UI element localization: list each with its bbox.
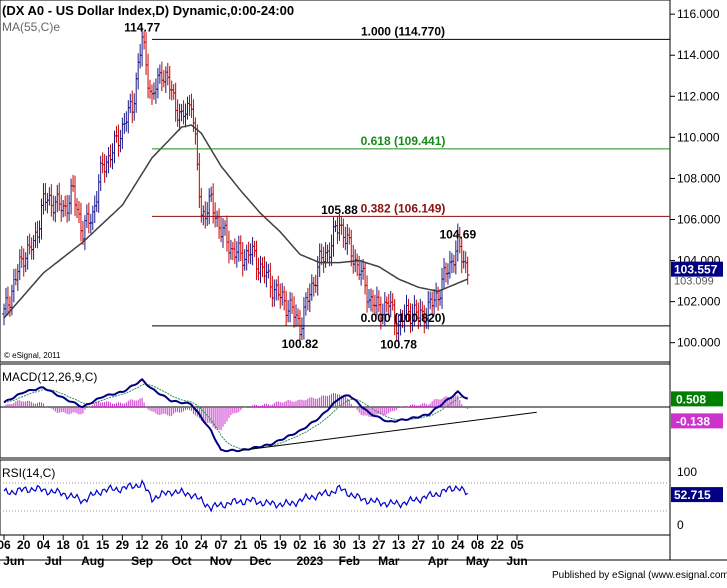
- x-tick-label: 01: [76, 538, 90, 552]
- x-tick-label: 20: [17, 538, 31, 552]
- published-by: Published by eSignal (www.esignal.com): [552, 570, 727, 581]
- x-tick-label: 08: [471, 538, 485, 552]
- signal-value: -0.138: [676, 414, 710, 428]
- price-annotation: 114.77: [124, 20, 160, 34]
- price-tick-label: 108.000: [677, 171, 721, 185]
- x-tick-label: 30: [333, 538, 347, 552]
- x-month-label: May: [466, 554, 490, 568]
- rsi-value: 52.715: [674, 488, 711, 502]
- current-price-value: 103.557: [674, 263, 718, 277]
- rsi-panel: [0, 459, 671, 536]
- x-tick-label: 05: [510, 538, 524, 552]
- ma-value: 103.099: [674, 276, 714, 288]
- x-tick-label: 10: [431, 538, 445, 552]
- x-tick-label: 05: [254, 538, 268, 552]
- price-bar: [465, 256, 470, 285]
- x-month-label: Jul: [45, 554, 62, 568]
- macd-value-box: [671, 391, 723, 407]
- rsi-line: [3, 479, 469, 513]
- rsi-tick-0: 0: [677, 518, 684, 532]
- x-tick-label: 07: [214, 538, 228, 552]
- rsi-value-box: [671, 487, 723, 503]
- rsi-label: RSI(14,C): [2, 466, 55, 480]
- fib-level-label: 0.618 (109.441): [361, 134, 446, 148]
- price-annotation: 100.82: [282, 337, 319, 351]
- x-tick-label: 24: [195, 538, 209, 552]
- macd-label: MACD(12,26,9,C): [2, 370, 97, 384]
- x-tick-label: 27: [372, 538, 386, 552]
- fib-level-label: 0.382 (106.149): [361, 201, 446, 215]
- x-tick-label: 21: [234, 538, 248, 552]
- price-panel: [0, 0, 671, 363]
- x-month-label: Mar: [378, 554, 400, 568]
- x-month-label: Apr: [428, 554, 449, 568]
- x-month-label: Feb: [339, 554, 360, 568]
- macd-value: 0.508: [676, 392, 706, 406]
- rsi-tick-100: 100: [677, 465, 697, 479]
- x-month-label: Oct: [172, 554, 192, 568]
- x-tick-label: 29: [116, 538, 130, 552]
- x-tick-label: 06: [0, 538, 11, 552]
- x-tick-label: 02: [293, 538, 307, 552]
- x-tick-label: 04: [37, 538, 51, 552]
- price-annotation: 104.69: [439, 227, 476, 241]
- x-month-label: Nov: [210, 554, 233, 568]
- x-tick-label: 12: [135, 538, 149, 552]
- x-tick-label: 10: [175, 538, 189, 552]
- axis-layer: 116.000 114.000 112.000 110.000 108.000 106.0…: [0, 7, 723, 568]
- x-month-label: Sep: [131, 554, 153, 568]
- x-tick-label: 15: [96, 538, 110, 552]
- price-annotation: 105.88: [321, 203, 358, 217]
- ma-line: [3, 124, 468, 319]
- x-month-label: Jun: [506, 554, 527, 568]
- fib-level-label: 0.000 (100.820): [361, 311, 446, 325]
- x-tick-label: 16: [313, 538, 327, 552]
- x-tick-label: 24: [451, 538, 465, 552]
- x-tick-label: 18: [57, 538, 71, 552]
- x-month-label: Aug: [81, 554, 104, 568]
- current-price-box: [671, 261, 723, 277]
- x-tick-label: 19: [274, 538, 288, 552]
- x-tick-label: 13: [352, 538, 366, 552]
- macd-line: [3, 377, 469, 453]
- rsi-layer: 100 0 52.715: [0, 465, 723, 532]
- price-tick-label: 116.000: [677, 7, 720, 21]
- macd-trendline: [240, 411, 537, 451]
- x-tick-label: 13: [392, 538, 406, 552]
- price-tick-label: 106.000: [677, 212, 721, 226]
- price-layer: 1.000 (114.770) 0.618 (109.441) 0.382 (106…: [2, 20, 670, 352]
- x-month-label: Jun: [3, 554, 24, 568]
- copyright-text: © eSignal, 2011: [4, 351, 61, 360]
- chart-title: (DX A0 - US Dollar Index,D) Dynamic,0:00…: [2, 3, 294, 18]
- signal-value-box: [671, 413, 723, 429]
- fib-level-label: 1.000 (114.770): [361, 24, 445, 38]
- price-tick-label: 110.000: [677, 130, 720, 144]
- price-tick-label: 100.000: [677, 336, 721, 350]
- x-tick-label: 27: [412, 538, 426, 552]
- x-month-label: 2023: [296, 554, 323, 568]
- price-tick-label: 102.000: [677, 295, 721, 309]
- price-annotation: 100.78: [380, 338, 417, 352]
- price-axis-panel: [670, 0, 727, 362]
- macd-signal-line: [3, 383, 468, 450]
- price-tick-label: 114.000: [677, 48, 720, 62]
- macd-layer: 0.508 -0.138: [0, 377, 723, 453]
- x-tick-label: 22: [491, 538, 505, 552]
- ma-label: MA(55,C)e: [2, 20, 60, 34]
- x-month-label: Dec: [249, 554, 271, 568]
- price-tick-label: 112.000: [677, 89, 720, 103]
- x-tick-label: 26: [155, 538, 169, 552]
